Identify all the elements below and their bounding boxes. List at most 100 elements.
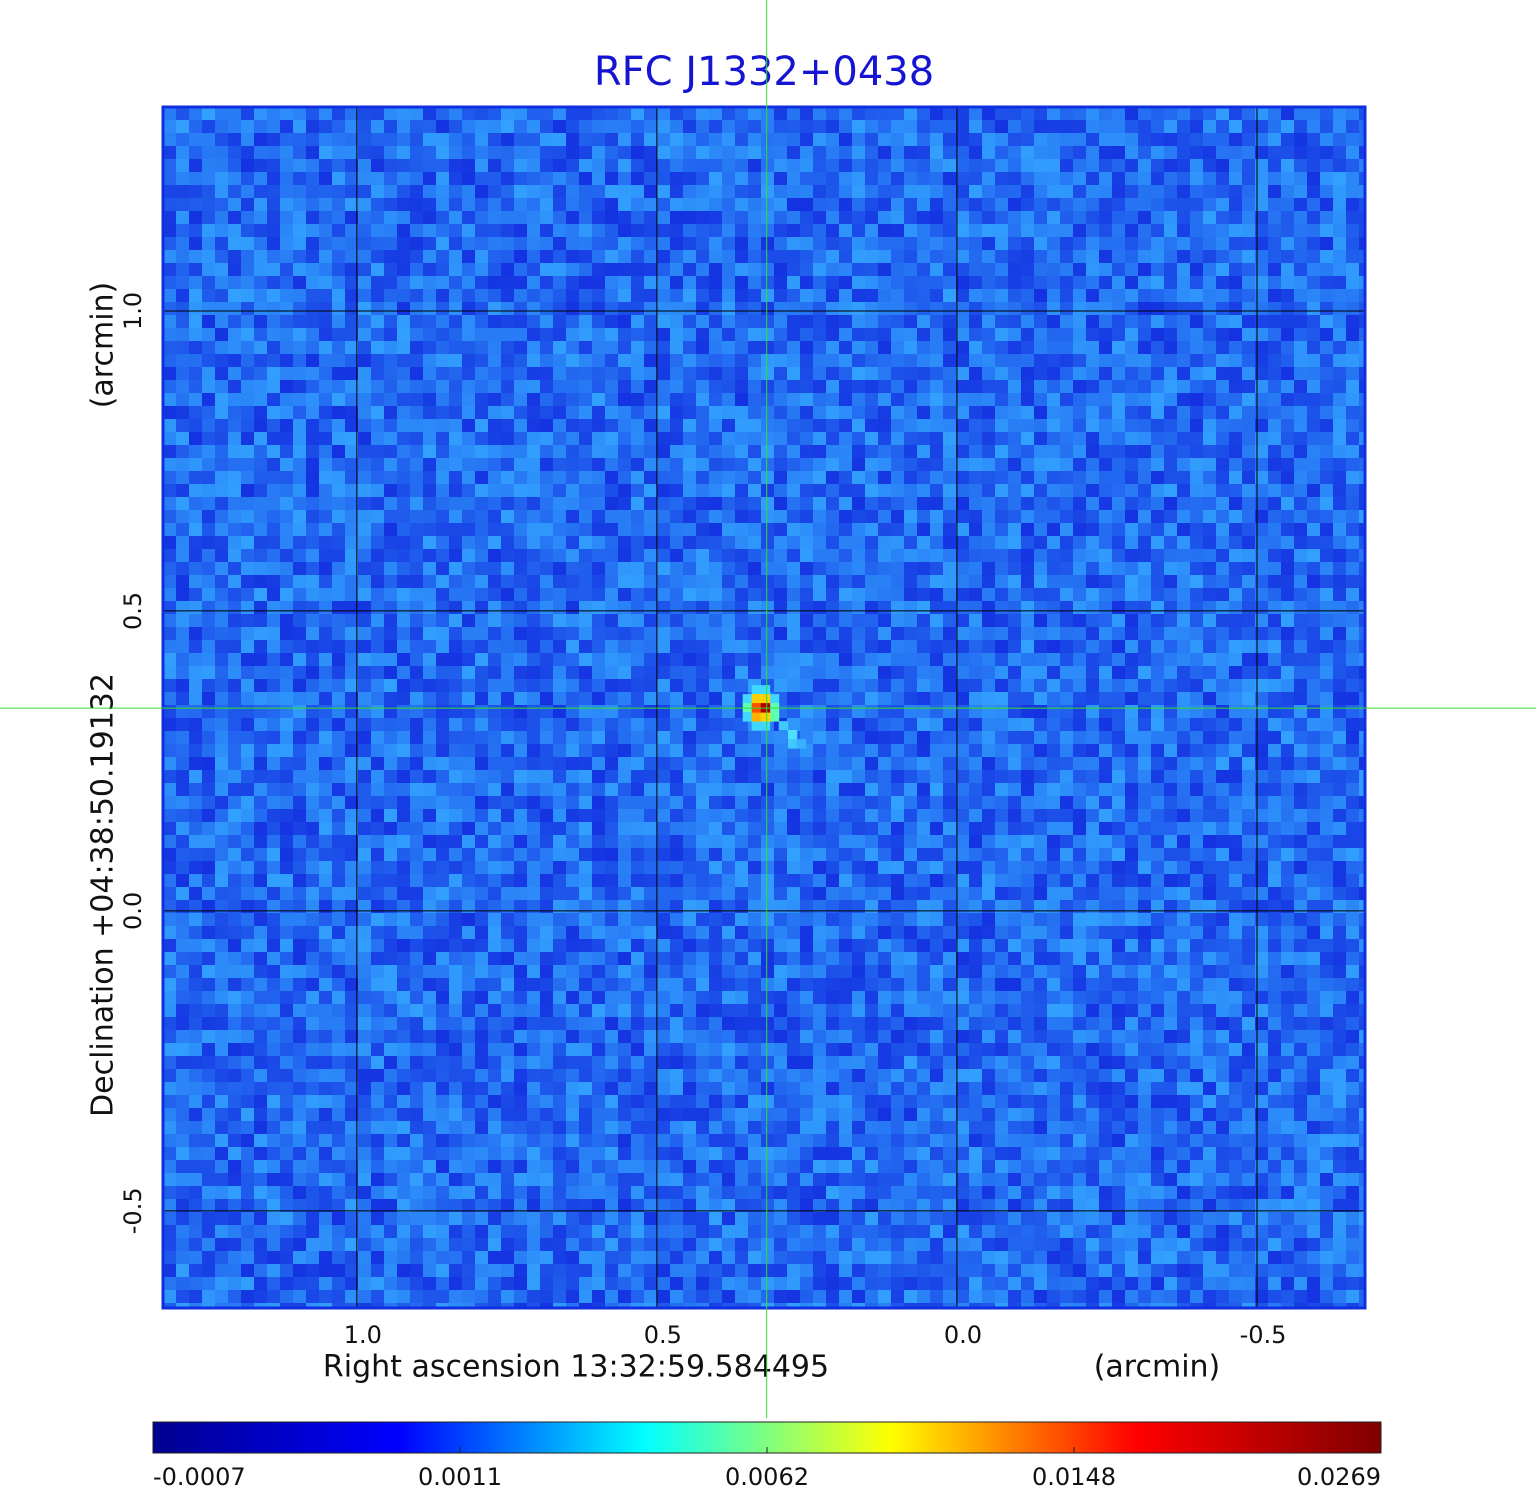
image-pixel <box>1021 133 1035 147</box>
image-pixel <box>1125 159 1139 173</box>
image-pixel <box>696 783 710 797</box>
image-pixel <box>761 562 775 576</box>
image-pixel <box>982 783 996 797</box>
image-pixel <box>254 640 268 654</box>
image-pixel <box>1255 211 1269 225</box>
image-pixel <box>488 627 502 641</box>
image-pixel <box>514 406 528 420</box>
image-pixel <box>826 666 840 680</box>
image-pixel <box>332 666 346 680</box>
image-pixel <box>722 575 736 589</box>
image-pixel <box>1073 211 1087 225</box>
image-pixel <box>527 445 541 459</box>
image-pixel <box>1086 601 1100 615</box>
image-pixel <box>1086 120 1100 134</box>
image-pixel <box>540 354 554 368</box>
image-pixel <box>488 445 502 459</box>
image-pixel <box>358 198 372 212</box>
image-pixel <box>709 133 723 147</box>
image-pixel <box>319 341 333 355</box>
image-pixel <box>1138 289 1152 303</box>
image-pixel <box>1281 406 1295 420</box>
image-pixel <box>904 536 918 550</box>
image-pixel <box>1034 484 1048 498</box>
image-pixel <box>1086 692 1100 706</box>
image-pixel <box>657 276 671 290</box>
image-pixel <box>1125 458 1139 472</box>
image-pixel <box>215 341 229 355</box>
image-pixel <box>1320 705 1334 719</box>
image-pixel <box>1203 640 1217 654</box>
image-pixel <box>1359 211 1365 225</box>
image-pixel <box>696 640 710 654</box>
image-pixel <box>800 757 814 771</box>
image-pixel <box>1216 666 1230 680</box>
image-pixel <box>501 276 515 290</box>
image-pixel <box>1021 653 1035 667</box>
image-pixel <box>527 705 541 719</box>
image-pixel <box>995 588 1009 602</box>
image-pixel <box>475 276 489 290</box>
image-pixel <box>475 211 489 225</box>
image-pixel <box>1281 692 1295 706</box>
image-pixel <box>267 224 281 238</box>
image-pixel <box>1281 523 1295 537</box>
image-pixel <box>1177 510 1191 524</box>
image-pixel <box>839 510 853 524</box>
image-pixel <box>787 523 801 537</box>
image-pixel <box>839 692 853 706</box>
image-pixel <box>982 510 996 524</box>
image-pixel <box>904 354 918 368</box>
image-pixel <box>514 250 528 264</box>
image-pixel <box>1229 692 1243 706</box>
image-pixel <box>930 653 944 667</box>
image-pixel <box>1229 757 1243 771</box>
image-pixel <box>345 484 359 498</box>
image-pixel <box>1060 705 1074 719</box>
image-pixel <box>696 770 710 784</box>
image-pixel <box>1021 263 1035 277</box>
image-pixel <box>1242 172 1256 186</box>
image-pixel <box>839 302 853 316</box>
image-pixel <box>1242 627 1256 641</box>
image-pixel <box>644 510 658 524</box>
image-pixel <box>436 185 450 199</box>
image-pixel <box>527 302 541 316</box>
image-pixel <box>475 393 489 407</box>
image-pixel <box>592 367 606 381</box>
image-pixel <box>722 679 736 693</box>
image-pixel <box>319 627 333 641</box>
image-pixel <box>1307 146 1321 160</box>
image-pixel <box>501 406 515 420</box>
image-pixel <box>293 770 307 784</box>
image-pixel <box>1307 289 1321 303</box>
image-pixel <box>397 107 411 121</box>
image-pixel <box>1307 107 1321 121</box>
image-pixel <box>566 276 580 290</box>
image-pixel <box>956 614 970 628</box>
image-pixel <box>1346 614 1360 628</box>
image-pixel <box>1229 302 1243 316</box>
image-pixel <box>163 198 177 212</box>
image-pixel <box>1242 276 1256 290</box>
image-pixel <box>1177 263 1191 277</box>
image-pixel <box>787 341 801 355</box>
image-pixel <box>540 211 554 225</box>
image-pixel <box>956 796 970 810</box>
image-pixel <box>852 198 866 212</box>
image-pixel <box>1164 120 1178 134</box>
image-pixel <box>254 744 268 758</box>
image-pixel <box>462 770 476 784</box>
image-pixel <box>358 705 372 719</box>
image-pixel <box>527 250 541 264</box>
image-pixel <box>306 185 320 199</box>
image-pixel <box>592 484 606 498</box>
image-pixel <box>696 601 710 615</box>
image-pixel <box>1281 705 1295 719</box>
image-pixel <box>1112 601 1126 615</box>
image-pixel <box>189 549 203 563</box>
image-pixel <box>1190 575 1204 589</box>
image-pixel <box>1177 393 1191 407</box>
image-pixel <box>1073 484 1087 498</box>
image-pixel <box>553 380 567 394</box>
